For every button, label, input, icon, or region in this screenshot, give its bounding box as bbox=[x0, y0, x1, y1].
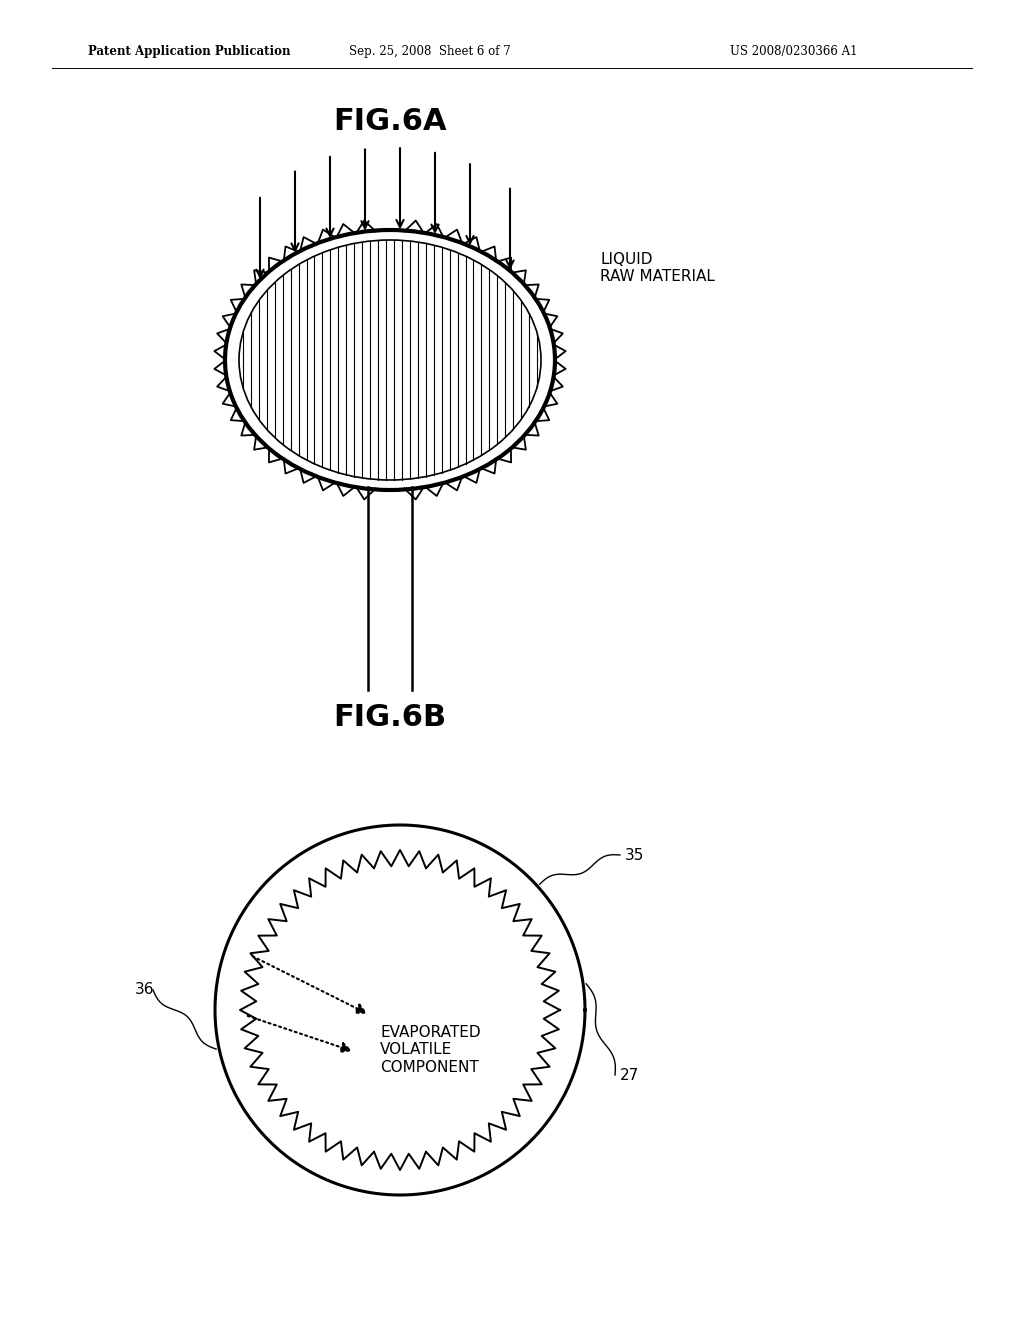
Text: EVAPORATED
VOLATILE
COMPONENT: EVAPORATED VOLATILE COMPONENT bbox=[380, 1026, 480, 1074]
Text: 27: 27 bbox=[620, 1068, 639, 1082]
Text: LIQUID
RAW MATERIAL: LIQUID RAW MATERIAL bbox=[600, 252, 715, 284]
Text: 35: 35 bbox=[625, 847, 644, 862]
Text: FIG.6B: FIG.6B bbox=[334, 704, 446, 733]
Text: US 2008/0230366 A1: US 2008/0230366 A1 bbox=[730, 45, 857, 58]
Text: FIG.6A: FIG.6A bbox=[333, 107, 446, 136]
Text: Patent Application Publication: Patent Application Publication bbox=[88, 45, 291, 58]
Text: 36: 36 bbox=[135, 982, 155, 998]
Text: Sep. 25, 2008  Sheet 6 of 7: Sep. 25, 2008 Sheet 6 of 7 bbox=[349, 45, 511, 58]
